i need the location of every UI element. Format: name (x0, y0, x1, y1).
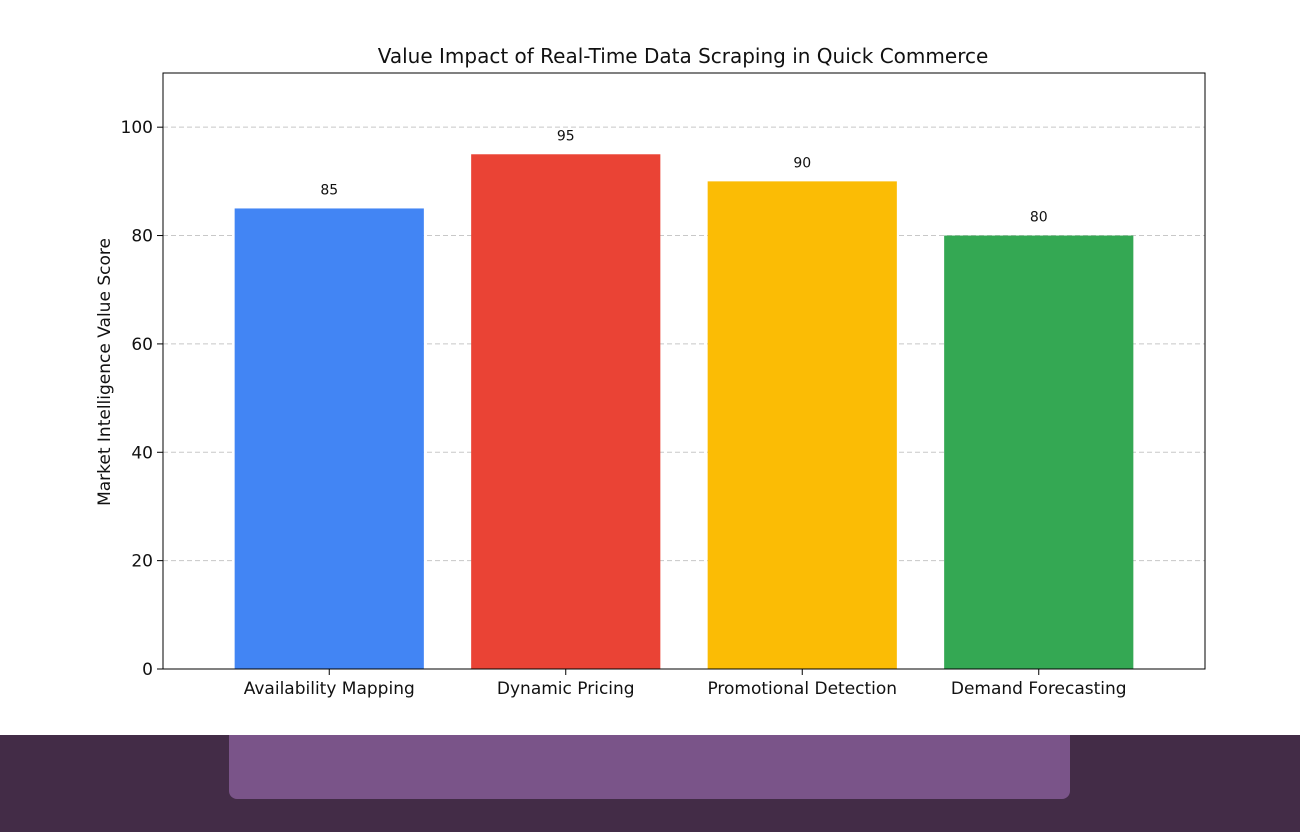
y-axis-label: Market Intelligence Value Score (95, 238, 115, 506)
y-tick-label: 0 (142, 660, 153, 680)
bar-value-label: 90 (793, 155, 811, 171)
x-tick-label: Availability Mapping (244, 679, 415, 699)
bar-value-label: 85 (320, 182, 338, 198)
bars (234, 154, 1134, 670)
bar (471, 154, 661, 670)
bar-chart: Value Impact of Real-Time Data Scraping … (95, 44, 1206, 699)
y-tick-label: 40 (131, 443, 153, 463)
x-tick-label: Dynamic Pricing (497, 679, 635, 699)
y-tick-label: 20 (131, 552, 153, 572)
bar (234, 208, 424, 670)
data-labels: 85 95 90 80 (320, 128, 1047, 225)
x-tick-label: Demand Forecasting (951, 679, 1127, 699)
chart-title: Value Impact of Real-Time Data Scraping … (378, 44, 989, 68)
bar (944, 235, 1134, 669)
bar-value-label: 80 (1030, 210, 1048, 226)
x-tick-label: Promotional Detection (707, 679, 897, 699)
y-tick-label: 80 (131, 227, 153, 247)
bar (707, 181, 897, 669)
footer-right-tab (1075, 735, 1300, 775)
y-tick-label: 60 (131, 335, 153, 355)
footer-left-tab (0, 735, 224, 775)
y-axis-ticks: 0 20 40 60 80 100 (121, 118, 163, 680)
plot-frame (162, 72, 1206, 670)
y-tick-label: 100 (121, 118, 153, 138)
x-axis-ticks: Availability Mapping Dynamic Pricing Promo… (244, 669, 1127, 699)
bar-value-label: 95 (557, 128, 575, 144)
footer-panel (229, 735, 1070, 799)
